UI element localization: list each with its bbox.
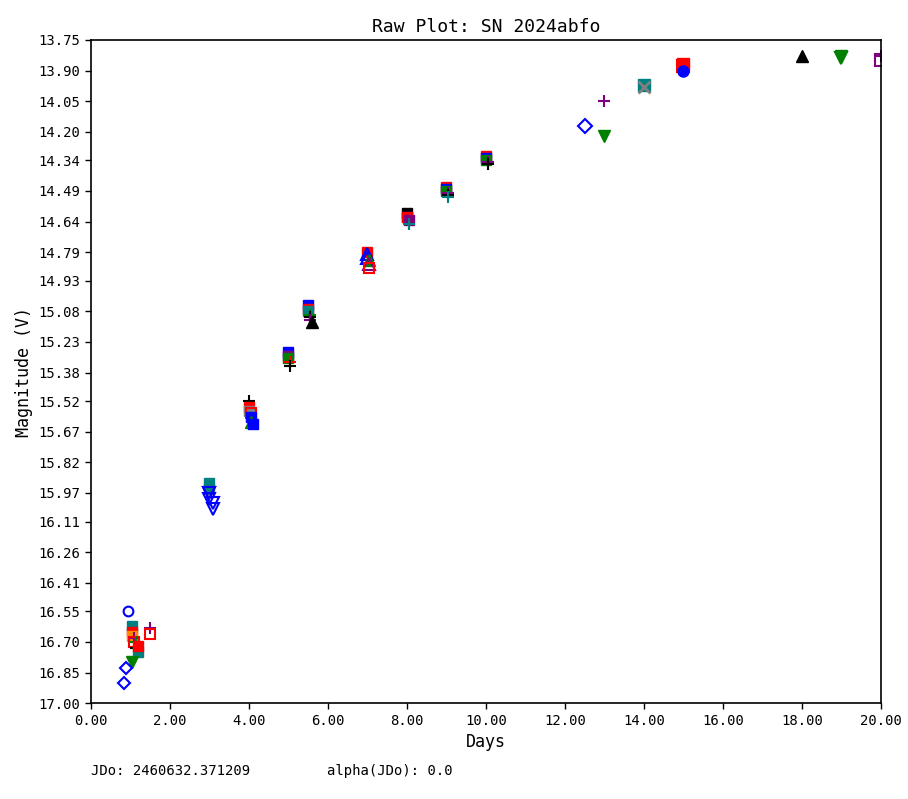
Text: JDo: 2460632.371209: JDo: 2460632.371209	[91, 764, 250, 778]
Title: Raw Plot: SN 2024abfo: Raw Plot: SN 2024abfo	[371, 18, 600, 36]
Text: alpha(JDo): 0.0: alpha(JDo): 0.0	[327, 764, 452, 778]
X-axis label: Days: Days	[466, 733, 506, 751]
Y-axis label: Magnitude (V): Magnitude (V)	[15, 307, 33, 436]
